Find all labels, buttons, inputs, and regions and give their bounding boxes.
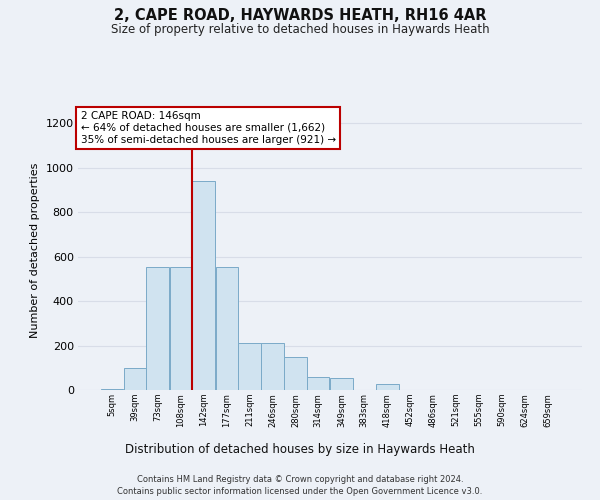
Bar: [146, 266, 169, 390]
Bar: [307, 376, 329, 390]
Bar: [238, 344, 260, 390]
Bar: [284, 357, 307, 390]
Bar: [330, 378, 353, 390]
Bar: [192, 181, 215, 390]
Text: Distribution of detached houses by size in Haywards Heath: Distribution of detached houses by size …: [125, 442, 475, 456]
Text: Contains HM Land Registry data © Crown copyright and database right 2024.: Contains HM Land Registry data © Crown c…: [137, 475, 463, 484]
Y-axis label: Number of detached properties: Number of detached properties: [30, 162, 40, 338]
Text: Size of property relative to detached houses in Haywards Heath: Size of property relative to detached ho…: [110, 22, 490, 36]
Bar: [215, 266, 238, 390]
Text: 2 CAPE ROAD: 146sqm
← 64% of detached houses are smaller (1,662)
35% of semi-det: 2 CAPE ROAD: 146sqm ← 64% of detached ho…: [80, 112, 335, 144]
Text: 2, CAPE ROAD, HAYWARDS HEATH, RH16 4AR: 2, CAPE ROAD, HAYWARDS HEATH, RH16 4AR: [114, 8, 486, 22]
Bar: [124, 368, 146, 390]
Bar: [376, 384, 398, 390]
Bar: [262, 344, 284, 390]
Text: Contains public sector information licensed under the Open Government Licence v3: Contains public sector information licen…: [118, 488, 482, 496]
Bar: [170, 266, 192, 390]
